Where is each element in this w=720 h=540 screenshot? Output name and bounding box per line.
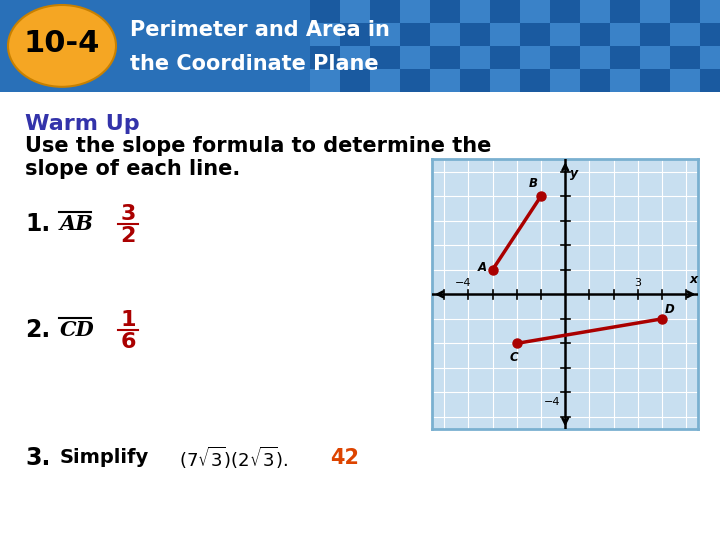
Bar — [550, 46, 580, 69]
Bar — [490, 46, 520, 69]
Bar — [430, 23, 460, 46]
Text: Simplify: Simplify — [60, 448, 149, 467]
Bar — [310, 0, 340, 23]
Bar — [430, 69, 460, 92]
Bar — [310, 46, 340, 69]
Bar — [580, 46, 610, 69]
Bar — [670, 23, 700, 46]
Bar — [460, 46, 490, 69]
Bar — [400, 0, 430, 23]
Bar — [490, 69, 520, 92]
Bar — [520, 23, 550, 46]
Text: −4: −4 — [544, 397, 560, 407]
Text: AB: AB — [60, 214, 94, 234]
Bar — [700, 46, 720, 69]
Bar — [430, 46, 460, 69]
Text: B: B — [528, 177, 537, 190]
Bar — [310, 23, 340, 46]
Bar — [640, 46, 670, 69]
Bar — [340, 23, 370, 46]
Bar — [400, 46, 430, 69]
Bar — [340, 46, 370, 69]
Ellipse shape — [8, 5, 116, 87]
Bar — [610, 0, 640, 23]
Bar — [340, 69, 370, 92]
Bar — [610, 23, 640, 46]
Bar — [370, 46, 400, 69]
Bar — [550, 0, 580, 23]
Bar — [370, 23, 400, 46]
Text: D: D — [665, 303, 674, 316]
Text: slope of each line.: slope of each line. — [25, 159, 240, 179]
Bar — [580, 69, 610, 92]
Bar — [700, 69, 720, 92]
Bar — [520, 0, 550, 23]
Bar — [640, 69, 670, 92]
Bar — [370, 0, 400, 23]
Text: Warm Up: Warm Up — [25, 114, 140, 134]
Text: 1.: 1. — [25, 212, 50, 236]
Bar — [580, 0, 610, 23]
Bar — [310, 69, 340, 92]
Bar — [430, 0, 460, 23]
Bar — [550, 23, 580, 46]
Bar — [580, 23, 610, 46]
Bar — [640, 23, 670, 46]
Text: Holt Mc.Dougal Geometry: Holt Mc.Dougal Geometry — [14, 513, 167, 526]
Text: A: A — [477, 261, 487, 274]
Bar — [670, 46, 700, 69]
Bar — [520, 46, 550, 69]
Text: 1: 1 — [120, 310, 136, 330]
Text: 2: 2 — [120, 226, 136, 246]
Text: the Coordinate Plane: the Coordinate Plane — [130, 54, 379, 74]
Text: 2.: 2. — [25, 318, 50, 342]
Text: 3.: 3. — [25, 446, 50, 470]
Text: Perimeter and Area in: Perimeter and Area in — [130, 20, 390, 40]
Bar — [460, 23, 490, 46]
Bar — [670, 0, 700, 23]
Text: 3: 3 — [634, 278, 642, 288]
Text: x: x — [690, 273, 698, 286]
Text: 3: 3 — [120, 204, 136, 224]
Bar — [340, 0, 370, 23]
Bar — [670, 69, 700, 92]
Bar — [610, 46, 640, 69]
Bar — [370, 69, 400, 92]
Bar — [460, 69, 490, 92]
Bar — [550, 69, 580, 92]
Bar — [400, 23, 430, 46]
Text: −4: −4 — [455, 278, 472, 288]
Bar — [700, 23, 720, 46]
Bar — [490, 23, 520, 46]
Text: 42: 42 — [330, 448, 359, 468]
Text: y: y — [570, 167, 578, 180]
Bar — [400, 69, 430, 92]
Text: $(7\sqrt{3})(2\sqrt{3})$.: $(7\sqrt{3})(2\sqrt{3})$. — [179, 444, 288, 470]
Bar — [700, 0, 720, 23]
Bar — [610, 69, 640, 92]
Bar — [640, 0, 670, 23]
Text: C: C — [510, 351, 518, 364]
Bar — [520, 69, 550, 92]
Bar — [460, 0, 490, 23]
Text: Use the slope formula to determine the: Use the slope formula to determine the — [25, 136, 492, 156]
Text: 10-4: 10-4 — [24, 29, 100, 58]
Text: Copyright © by Holt Mc Dougal. All Rights Reserved.: Copyright © by Holt Mc Dougal. All Right… — [449, 515, 706, 525]
Text: CD: CD — [60, 320, 94, 340]
Text: 6: 6 — [120, 332, 136, 352]
Bar — [490, 0, 520, 23]
